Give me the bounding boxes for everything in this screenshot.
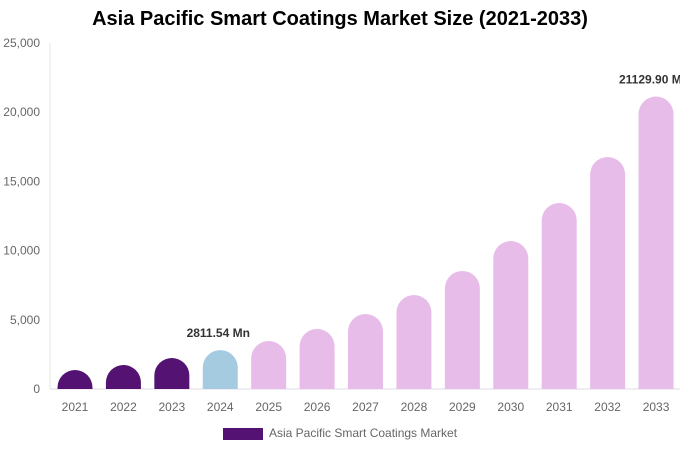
x-tick-label: 2022	[110, 400, 137, 414]
y-tick-label: 15,000	[3, 174, 40, 188]
bar-2021	[57, 370, 93, 389]
y-tick-label: 10,000	[3, 244, 40, 258]
x-tick-label: 2024	[207, 400, 234, 414]
x-tick-label: 2023	[158, 400, 185, 414]
x-tick-label: 2033	[643, 400, 670, 414]
x-tick-label: 2031	[546, 400, 573, 414]
data-label: 2811.54 Mn	[187, 326, 250, 340]
chart-title: Asia Pacific Smart Coatings Market Size …	[92, 8, 588, 30]
bar-2032	[590, 157, 626, 389]
x-tick-label: 2028	[401, 400, 428, 414]
x-tick-label: 2030	[497, 400, 524, 414]
y-tick-label: 25,000	[3, 36, 40, 50]
x-tick-label: 2032	[594, 400, 621, 414]
x-tick-label: 2027	[352, 400, 379, 414]
y-tick-label: 20,000	[3, 105, 40, 119]
bar-2028	[396, 295, 432, 389]
x-tick-label: 2025	[255, 400, 282, 414]
bar-2026	[299, 328, 335, 389]
bar-2030	[493, 241, 529, 389]
bar-2027	[348, 313, 384, 389]
x-tick-label: 2021	[62, 400, 89, 414]
bar-2033	[638, 96, 674, 389]
bar-2029	[444, 270, 480, 389]
bar-2024	[202, 350, 238, 389]
legend-swatch	[223, 428, 263, 440]
bar-2023	[154, 357, 190, 389]
x-tick-label: 2029	[449, 400, 476, 414]
y-tick-label: 5,000	[10, 313, 40, 327]
x-tick-label: 2026	[304, 400, 331, 414]
data-label: 21129.90 Mn	[619, 73, 680, 87]
bar-2031	[541, 202, 577, 389]
y-tick-label: 0	[33, 382, 40, 396]
bar-2022	[105, 365, 141, 389]
bar-2025	[251, 340, 287, 389]
legend-label: Asia Pacific Smart Coatings Market	[269, 426, 458, 440]
